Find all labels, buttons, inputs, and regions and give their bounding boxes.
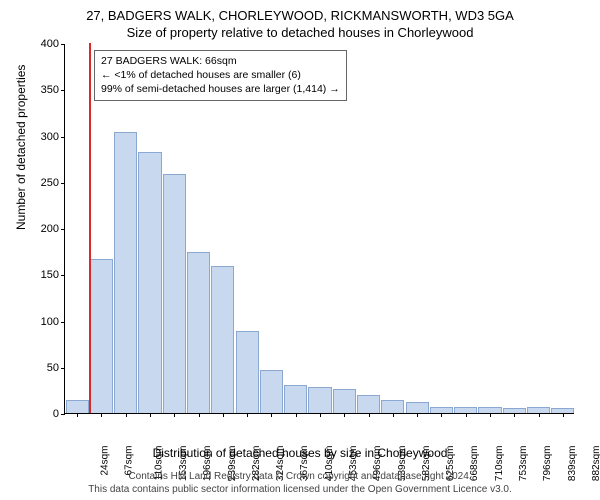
y-tick-label: 0 [31, 408, 59, 420]
chart-title-line1: 27, BADGERS WALK, CHORLEYWOOD, RICKMANSW… [0, 0, 600, 23]
info-line2: ← <1% of detached houses are smaller (6) [101, 68, 340, 82]
histogram-bar [381, 400, 404, 413]
histogram-bar [90, 259, 113, 413]
subject-marker-line [89, 43, 91, 413]
histogram-bar [284, 385, 307, 413]
y-tick-label: 100 [31, 316, 59, 328]
y-tick-label: 400 [31, 38, 59, 50]
histogram-bar [308, 387, 331, 413]
chart-title-line2: Size of property relative to detached ho… [0, 23, 600, 44]
chart-area: 05010015020025030035040024sqm67sqm110sqm… [64, 44, 574, 414]
histogram-bar [357, 395, 380, 414]
histogram-bar [138, 152, 161, 413]
histogram-bar [114, 132, 137, 413]
histogram-bar [187, 252, 210, 413]
histogram-bar [333, 389, 356, 413]
info-line1: 27 BADGERS WALK: 66sqm [101, 54, 340, 68]
footer-line1: Contains HM Land Registry data © Crown c… [0, 470, 600, 483]
y-tick-label: 300 [31, 131, 59, 143]
histogram-bar [163, 174, 186, 413]
y-tick-label: 200 [31, 223, 59, 235]
info-box: 27 BADGERS WALK: 66sqm ← <1% of detached… [94, 50, 347, 101]
histogram-bar [66, 400, 89, 413]
y-tick-label: 150 [31, 269, 59, 281]
histogram-bar [406, 402, 429, 413]
info-line3: 99% of semi-detached houses are larger (… [101, 82, 340, 96]
y-tick-label: 350 [31, 84, 59, 96]
y-axis-label: Number of detached properties [14, 65, 28, 230]
x-axis-label: Distribution of detached houses by size … [0, 446, 600, 460]
y-tick-label: 50 [31, 362, 59, 374]
footer-line2: This data contains public sector informa… [0, 483, 600, 496]
histogram-bar [260, 370, 283, 413]
histogram-bar [211, 266, 234, 413]
y-tick-label: 250 [31, 177, 59, 189]
footer: Contains HM Land Registry data © Crown c… [0, 470, 600, 496]
histogram-bar [236, 331, 259, 413]
